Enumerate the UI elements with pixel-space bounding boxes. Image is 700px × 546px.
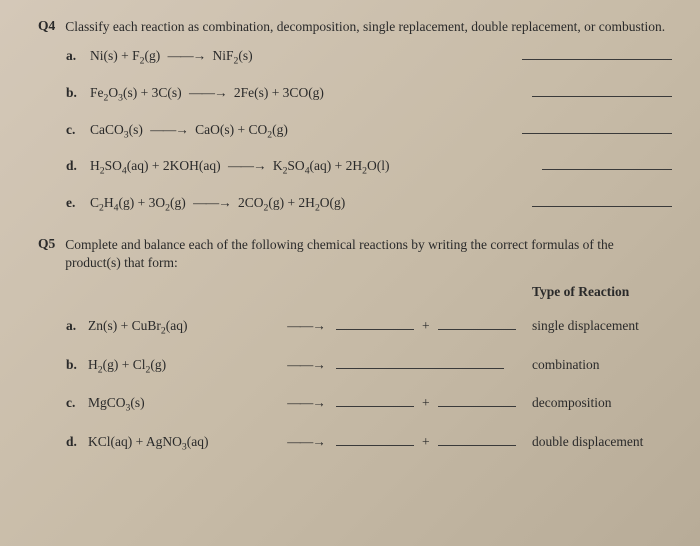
answer-blank[interactable]: [522, 59, 672, 60]
q5-reactants: b. H2(g) + Cl2(g): [66, 357, 276, 376]
reaction-arrow: ——→: [286, 434, 326, 450]
answer-blank[interactable]: [532, 96, 672, 97]
q5-prompt: Complete and balance each of the followi…: [65, 236, 672, 272]
q4-prompt: Classify each reaction as combination, d…: [65, 18, 665, 36]
q5-item: d. KCl(aq) + AgNO3(aq) ——→ + double disp…: [66, 434, 672, 453]
product-blank[interactable]: [438, 329, 516, 330]
q5-header: Q5 Complete and balance each of the foll…: [38, 236, 672, 272]
item-label: e.: [66, 195, 82, 211]
q5-number: Q5: [38, 236, 55, 272]
q4-item: d. H2SO4(aq) + 2KOH(aq) ——→ K2SO4(aq) + …: [66, 158, 672, 177]
q4-items: a. Ni(s) + F2(g) ——→ NiF2(s) b. Fe2O3(s)…: [38, 48, 672, 213]
product-blank[interactable]: [438, 406, 516, 407]
q5-type-header-row: Type of Reaction: [38, 284, 672, 310]
reaction-type: combination: [532, 357, 672, 373]
chemical-reactants: H2(g) + Cl2(g): [88, 357, 166, 376]
answer-blank[interactable]: [522, 133, 672, 134]
q5-item: a. Zn(s) + CuBr2(aq) ——→ + single displa…: [66, 318, 672, 337]
type-of-reaction-header: Type of Reaction: [532, 284, 672, 300]
chemical-equation: Ni(s) + F2(g) ——→ NiF2(s): [90, 48, 253, 67]
plus-sign: +: [422, 395, 430, 411]
item-label: d.: [66, 434, 82, 450]
chemical-reactants: KCl(aq) + AgNO3(aq): [88, 434, 208, 453]
product-blank[interactable]: [438, 445, 516, 446]
q4-item: c. CaCO3(s) ——→ CaO(s) + CO2(g): [66, 122, 672, 141]
item-label: a.: [66, 48, 82, 64]
reaction-type: decomposition: [532, 395, 672, 411]
q4-header: Q4 Classify each reaction as combination…: [38, 18, 672, 36]
q4-item: a. Ni(s) + F2(g) ——→ NiF2(s): [66, 48, 672, 67]
chemical-equation: C2H4(g) + 3O2(g) ——→ 2CO2(g) + 2H2O(g): [90, 195, 345, 214]
item-label: c.: [66, 122, 82, 138]
item-label: a.: [66, 318, 82, 334]
chemical-equation: CaCO3(s) ——→ CaO(s) + CO2(g): [90, 122, 288, 141]
item-label: c.: [66, 395, 82, 411]
item-label: d.: [66, 158, 82, 174]
chemical-equation: H2SO4(aq) + 2KOH(aq) ——→ K2SO4(aq) + 2H2…: [90, 158, 390, 177]
reaction-arrow: ——→: [286, 395, 326, 411]
reaction-type: double displacement: [532, 434, 672, 450]
question-4: Q4 Classify each reaction as combination…: [38, 18, 672, 214]
product-blank[interactable]: [336, 406, 414, 407]
q5-reactants: c. MgCO3(s): [66, 395, 276, 414]
chemical-reactants: MgCO3(s): [88, 395, 145, 414]
reaction-type: single displacement: [532, 318, 672, 334]
item-label: b.: [66, 85, 82, 101]
answer-blank[interactable]: [542, 169, 672, 170]
chemical-reactants: Zn(s) + CuBr2(aq): [88, 318, 187, 337]
question-5: Q5 Complete and balance each of the foll…: [38, 236, 672, 453]
plus-sign: +: [422, 434, 430, 450]
product-blank[interactable]: [336, 445, 414, 446]
q5-reactants: a. Zn(s) + CuBr2(aq): [66, 318, 276, 337]
plus-sign: +: [422, 318, 430, 334]
q4-number: Q4: [38, 18, 55, 36]
product-blank[interactable]: [336, 329, 414, 330]
q5-item: b. H2(g) + Cl2(g) ——→ combination: [66, 357, 672, 376]
q5-reactants: d. KCl(aq) + AgNO3(aq): [66, 434, 276, 453]
reaction-arrow: ——→: [286, 357, 326, 373]
product-blank[interactable]: [336, 368, 504, 369]
item-label: b.: [66, 357, 82, 373]
q5-items: a. Zn(s) + CuBr2(aq) ——→ + single displa…: [38, 318, 672, 453]
q5-item: c. MgCO3(s) ——→ + decomposition: [66, 395, 672, 414]
answer-blank[interactable]: [532, 206, 672, 207]
chemical-equation: Fe2O3(s) + 3C(s) ——→ 2Fe(s) + 3CO(g): [90, 85, 324, 104]
reaction-arrow: ——→: [286, 318, 326, 334]
q4-item: e. C2H4(g) + 3O2(g) ——→ 2CO2(g) + 2H2O(g…: [66, 195, 672, 214]
q4-item: b. Fe2O3(s) + 3C(s) ——→ 2Fe(s) + 3CO(g): [66, 85, 672, 104]
